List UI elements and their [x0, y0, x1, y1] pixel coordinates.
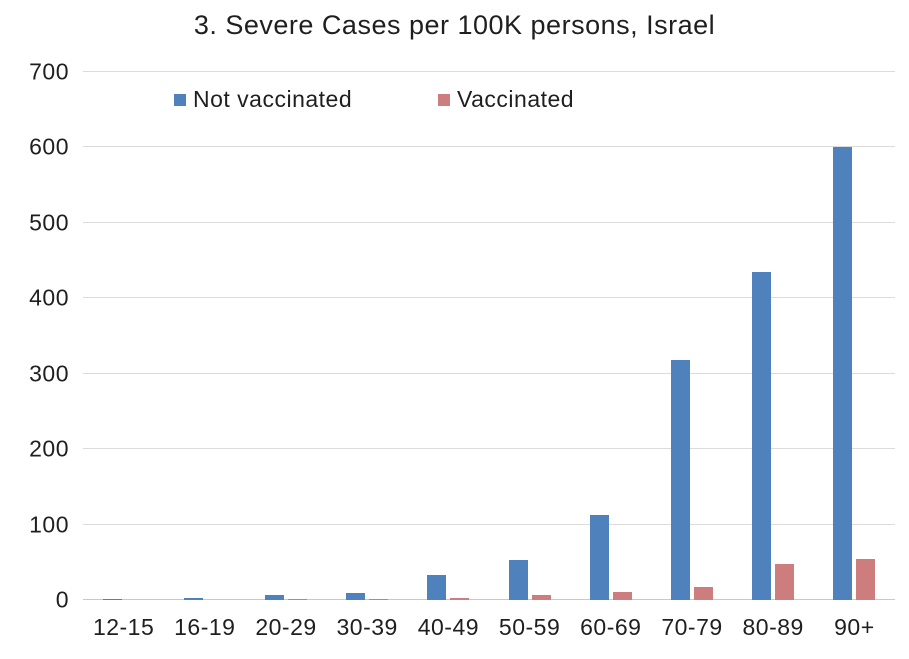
legend-item-not-vaccinated: Not vaccinated	[174, 86, 352, 113]
y-axis-tick-label-500: 500	[29, 209, 69, 236]
bar-not-vaccinated-30-39	[346, 593, 366, 600]
gridline-0	[83, 599, 895, 600]
bar-not-vaccinated-80-89	[752, 271, 772, 600]
bar-not-vaccinated-90+	[833, 147, 853, 600]
legend-label-vaccinated: Vaccinated	[457, 86, 575, 112]
x-axis-tick-label-12-15: 12-15	[92, 614, 155, 640]
bar-vaccinated-30-39	[369, 598, 389, 600]
bar-vaccinated-40-49	[450, 597, 470, 600]
y-axis-tick-label-400: 400	[29, 284, 69, 311]
x-axis-tick-label-40-49: 40-49	[417, 614, 480, 640]
bar-vaccinated-90+	[856, 559, 876, 600]
gridline-600	[83, 146, 895, 148]
x-axis-tick-label-60-69: 60-69	[580, 614, 642, 640]
gridline-500	[83, 221, 895, 223]
gridline-400	[83, 297, 895, 299]
x-axis-tick-label-70-79: 70-79	[661, 614, 723, 640]
legend-item-vaccinated: Vaccinated	[438, 86, 574, 113]
legend-swatch-not-vaccinated-icon	[174, 93, 186, 106]
y-axis-tick-label-100: 100	[29, 511, 69, 538]
legend-label-not-vaccinated: Not vaccinated	[193, 86, 353, 112]
y-axis-tick-label-600: 600	[29, 133, 69, 160]
y-axis-tick-label-300: 300	[29, 360, 69, 387]
bar-vaccinated-60-69	[612, 591, 632, 600]
chart-title: 3. Severe Cases per 100K persons, Israel	[193, 10, 716, 40]
y-axis-tick-label-200: 200	[29, 435, 69, 462]
x-axis-tick-label-90+: 90+	[834, 614, 875, 640]
legend-swatch-vaccinated-icon	[438, 93, 450, 106]
x-axis-tick-label-30-39: 30-39	[336, 614, 398, 640]
bar-vaccinated-50-59	[531, 595, 551, 600]
bar-vaccinated-20-29	[288, 599, 307, 600]
bar-vaccinated-80-89	[775, 563, 795, 600]
bar-not-vaccinated-20-29	[265, 595, 284, 600]
bar-not-vaccinated-16-19	[183, 597, 203, 600]
x-axis-tick-label-20-29: 20-29	[255, 614, 317, 640]
x-axis-tick-label-50-59: 50-59	[498, 614, 561, 640]
y-axis-tick-label-700: 700	[29, 58, 69, 85]
bar-not-vaccinated-12-15	[102, 598, 122, 600]
plot-area: Not vaccinated Vaccinated 0 100 200 300 400 5…	[29, 59, 895, 640]
bar-not-vaccinated-40-49	[427, 575, 447, 600]
bar-vaccinated-70-79	[694, 587, 713, 600]
bar-not-vaccinated-70-79	[671, 360, 690, 600]
bar-not-vaccinated-50-59	[508, 560, 528, 600]
gridline-300	[83, 372, 895, 374]
x-axis-tick-label-80-89: 80-89	[742, 614, 804, 640]
bar-not-vaccinated-60-69	[589, 514, 609, 600]
y-axis-tick-label-0: 0	[55, 586, 69, 613]
gridline-100	[83, 523, 895, 525]
gridline-700	[83, 71, 895, 72]
gridline-200	[83, 448, 895, 450]
x-axis-tick-label-16-19: 16-19	[174, 614, 236, 640]
